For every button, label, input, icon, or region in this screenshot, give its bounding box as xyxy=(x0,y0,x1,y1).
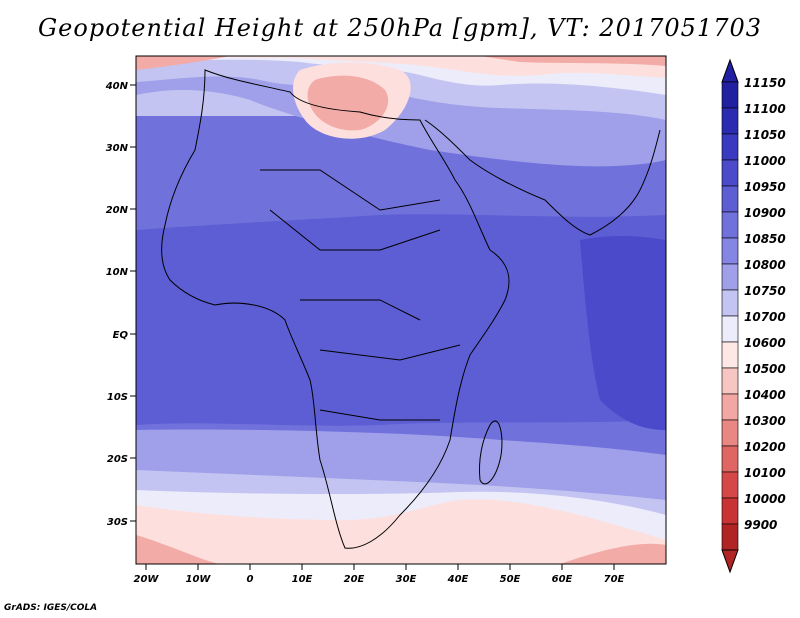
coastlines xyxy=(161,69,661,549)
colorbar-label: 10750 xyxy=(744,284,786,298)
lon-label: 10E xyxy=(292,574,313,585)
colorbar-label: 9900 xyxy=(744,518,777,532)
lat-label: 30N xyxy=(106,143,129,154)
colorbar-label: 10200 xyxy=(744,440,786,454)
lat-label: 30S xyxy=(107,517,128,528)
lat-label: 10S xyxy=(107,392,128,403)
lon-label: 40E xyxy=(447,574,469,585)
colorbar-label: 10850 xyxy=(744,232,786,246)
map-title: Geopotential Height at 250hPa [gpm], VT:… xyxy=(38,14,762,42)
colorbar-swatch xyxy=(721,445,739,473)
colorbar-swatch xyxy=(721,185,739,213)
lon-label: 60E xyxy=(552,574,573,585)
colorbar-label: 10700 xyxy=(744,310,786,324)
colorbar-swatch xyxy=(721,367,739,395)
lon-label: 10W xyxy=(186,574,212,585)
colorbar-swatch xyxy=(721,289,739,317)
colorbar-label: 10800 xyxy=(744,258,786,272)
colorbar-label: 10000 xyxy=(744,492,786,506)
colorbar-swatch xyxy=(721,315,739,343)
lat-axis: 40N 30N 20N 10N EQ 10S 20S 30S xyxy=(105,81,136,528)
colorbar-label: 11000 xyxy=(744,154,786,168)
colorbar-label: 10500 xyxy=(744,362,786,376)
lon-label: 0 xyxy=(247,574,254,585)
lat-label: 20S xyxy=(107,454,128,465)
colorbar-label: 10300 xyxy=(744,414,786,428)
lon-label: 20W xyxy=(134,574,160,585)
colorbar-swatch xyxy=(721,237,739,265)
colorbar-label: 11150 xyxy=(744,76,786,90)
lat-label: EQ xyxy=(113,330,129,341)
colorbar-label: 10400 xyxy=(744,388,786,402)
colorbar-label: 11050 xyxy=(744,128,786,142)
lat-label: 10N xyxy=(106,267,129,278)
lat-label: 20N xyxy=(106,205,129,216)
colorbar-legend: 11150 11100 11050 11000 10950 10900 10850 10800… xyxy=(721,58,786,574)
colorbar-swatch xyxy=(721,81,739,109)
colorbar-swatch xyxy=(721,341,739,369)
colorbar-swatch xyxy=(721,263,739,291)
colorbar-swatch xyxy=(721,133,739,161)
colorbar-swatch xyxy=(721,471,739,499)
lon-label: 50E xyxy=(500,574,521,585)
colorbar-swatch xyxy=(721,393,739,421)
colorbar-swatch xyxy=(721,107,739,135)
colorbar-label: 11100 xyxy=(744,102,786,116)
colorbar-bottom-arrow xyxy=(721,549,739,574)
colorbar-top-arrow xyxy=(721,58,739,83)
lon-label: 70E xyxy=(604,574,625,585)
colorbar-swatch xyxy=(721,211,739,239)
lon-label: 30E xyxy=(396,574,417,585)
lon-axis: 20W 10W 0 10E 20E 30E 40E 50E 60E 70E xyxy=(134,564,625,585)
lat-label: 40N xyxy=(105,81,129,92)
colorbar-swatch xyxy=(721,497,739,525)
lon-label: 20E xyxy=(344,574,365,585)
colorbar-swatch xyxy=(721,159,739,187)
grads-credit: GrADS: IGES/COLA xyxy=(4,603,98,613)
colorbar-swatch xyxy=(721,419,739,447)
colorbar-label: 10100 xyxy=(744,466,786,480)
colorbar-label: 10600 xyxy=(744,336,786,350)
plot-frame xyxy=(135,55,667,565)
colorbar-label: 10900 xyxy=(744,206,786,220)
colorbar-swatch xyxy=(721,523,739,551)
colorbar-label: 10950 xyxy=(744,180,786,194)
